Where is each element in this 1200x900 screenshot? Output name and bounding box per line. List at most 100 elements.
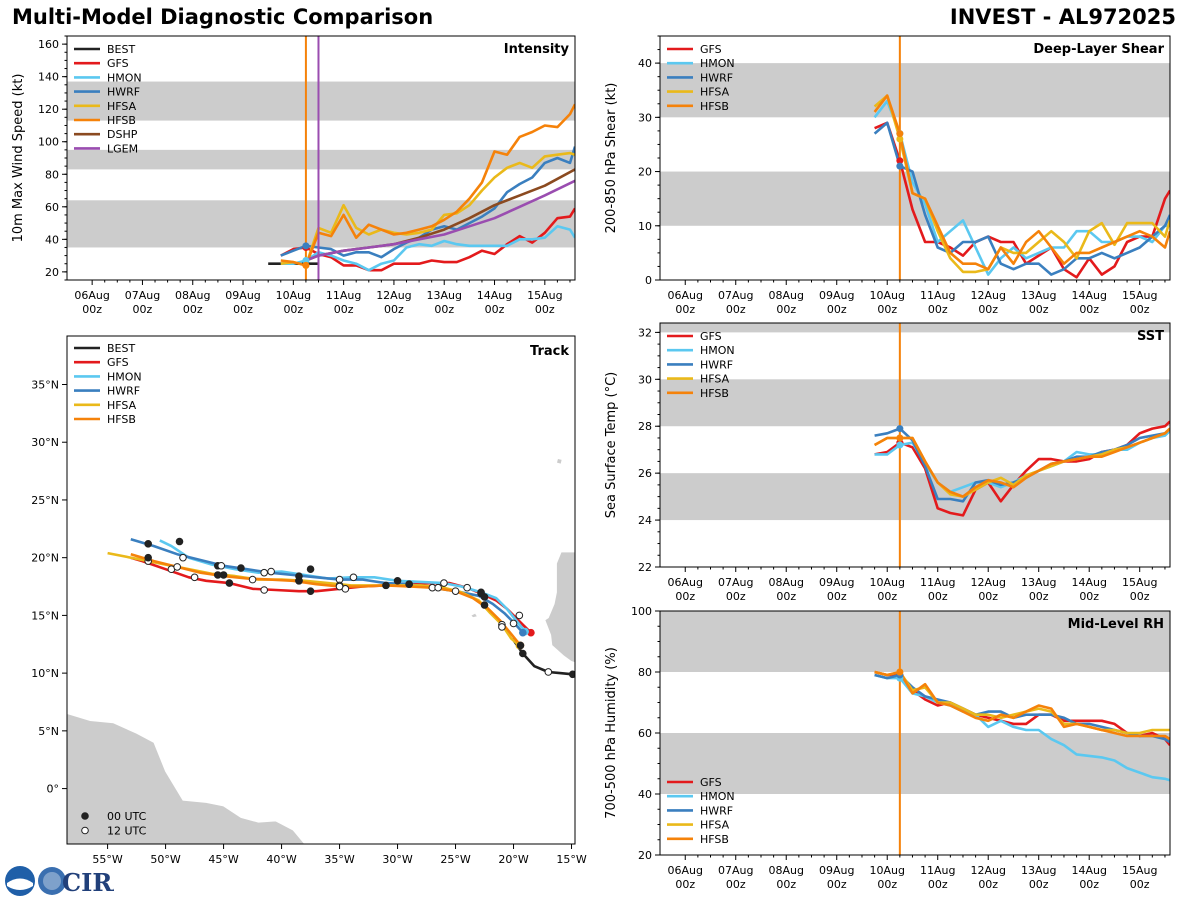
init-marker-hwrf xyxy=(896,425,904,433)
legend-label: HFSB xyxy=(107,114,136,127)
x-tick-label: 07Aug xyxy=(718,864,753,877)
y-tick-label: 30 xyxy=(638,111,652,124)
x-tick-label: 09Aug xyxy=(225,289,260,302)
x-tick-label: 06Aug xyxy=(668,576,703,589)
series-line-hfsb xyxy=(874,670,1170,741)
y-axis-label: Sea Surface Temp (°C) xyxy=(604,372,619,519)
y-tick-label: 140 xyxy=(38,71,59,84)
marker-legend-label: 00 UTC xyxy=(107,810,147,823)
y-tick-label: 10°N xyxy=(31,667,59,680)
marker-12utc xyxy=(335,582,344,591)
x-tick-label: 55°W xyxy=(92,853,122,866)
x-tick-label: 10Aug xyxy=(869,864,904,877)
legend-label: HWRF xyxy=(107,86,140,99)
x-tick-label: 12Aug xyxy=(970,289,1005,302)
y-tick-label: 0° xyxy=(47,783,60,796)
init-marker-hmon xyxy=(302,256,310,264)
legend-label: HMON xyxy=(107,71,142,84)
x-tick-label: 13Aug xyxy=(426,289,461,302)
x-tick-label: 09Aug xyxy=(819,576,854,589)
legend-label: DSHP xyxy=(107,128,138,141)
x-tick-label: 50°W xyxy=(150,853,180,866)
legend-label: HFSA xyxy=(700,819,730,832)
x-tick-label: 07Aug xyxy=(125,289,160,302)
track-start-gfs xyxy=(527,628,535,637)
legend-label: HFSA xyxy=(700,373,730,386)
x-tick-label: 15Aug xyxy=(527,289,562,302)
x-tick-label: 00z xyxy=(1029,590,1049,603)
marker-12utc xyxy=(173,563,181,571)
svg-text:CIRA: CIRA xyxy=(62,868,114,897)
legend-label: HFSB xyxy=(700,100,729,113)
x-tick-label: 00z xyxy=(1130,303,1150,316)
x-tick-label: 00z xyxy=(1079,878,1099,891)
x-tick-label: 10Aug xyxy=(869,289,904,302)
x-tick-label: 40°W xyxy=(266,853,296,866)
y-axis-label: 200-850 hPa Shear (kt) xyxy=(604,83,619,234)
series-group xyxy=(873,94,1170,279)
legend-label: HWRF xyxy=(700,804,733,817)
marker-12utc xyxy=(515,611,524,620)
marker-legend-swatch xyxy=(81,812,89,820)
x-tick-label: 00z xyxy=(928,878,948,891)
x-tick-label: 12Aug xyxy=(376,289,411,302)
storm-id: INVEST - AL972025 xyxy=(949,5,1176,29)
y-tick-label: 100 xyxy=(38,136,59,149)
marker-00utc xyxy=(405,580,413,589)
marker-00utc xyxy=(568,670,575,679)
series-group xyxy=(268,103,575,272)
x-tick-label: 11Aug xyxy=(920,576,955,589)
y-tick-label: 24 xyxy=(638,514,652,527)
series-group xyxy=(874,670,1170,782)
land-canary xyxy=(555,457,563,465)
x-tick-label: 30°W xyxy=(382,853,412,866)
series-group xyxy=(873,420,1170,517)
shaded-band xyxy=(660,379,1170,427)
x-tick-label: 11Aug xyxy=(920,289,955,302)
x-tick-label: 13Aug xyxy=(1021,864,1056,877)
x-tick-label: 00z xyxy=(978,303,998,316)
marker-12utc xyxy=(248,575,257,584)
x-tick-label: 25°W xyxy=(440,853,470,866)
y-tick-label: 40 xyxy=(638,57,652,70)
marker-00utc xyxy=(237,564,245,572)
x-tick-label: 00z xyxy=(183,303,203,316)
x-tick-label: 07Aug xyxy=(718,289,753,302)
x-tick-label: 00z xyxy=(485,303,505,316)
panel-title: Mid-Level RH xyxy=(1068,617,1164,632)
init-marker-hfsb xyxy=(302,261,310,269)
init-marker-hwrf xyxy=(302,242,310,250)
legend-label: HFSB xyxy=(107,413,136,426)
x-tick-label: 20°W xyxy=(498,853,528,866)
x-tick-label: 06Aug xyxy=(668,289,703,302)
legend-label: GFS xyxy=(107,356,129,369)
y-tick-label: 26 xyxy=(638,467,652,480)
y-tick-label: 0 xyxy=(645,274,652,287)
land-africa xyxy=(544,336,575,664)
x-tick-label: 11Aug xyxy=(920,864,955,877)
marker-00utc xyxy=(144,540,152,548)
series-line-hfsb xyxy=(873,427,1170,498)
x-tick-label: 00z xyxy=(978,590,998,603)
legend-label: HWRF xyxy=(107,385,140,398)
marker-00utc xyxy=(519,649,527,658)
marker-00utc xyxy=(480,601,489,609)
shaded-band xyxy=(660,611,1170,672)
legend-label: HMON xyxy=(700,790,735,803)
marker-00utc xyxy=(213,571,222,579)
y-tick-label: 60 xyxy=(638,727,652,740)
x-tick-label: 14Aug xyxy=(1071,289,1106,302)
marker-12utc xyxy=(434,583,442,592)
y-tick-label: 10 xyxy=(638,220,652,233)
x-tick-label: 00z xyxy=(283,303,303,316)
series-line-hwrf xyxy=(873,121,1170,276)
x-tick-label: 00z xyxy=(877,878,897,891)
x-tick-label: 00z xyxy=(535,303,555,316)
marker-legend-label: 12 UTC xyxy=(107,825,147,838)
y-tick-label: 60 xyxy=(45,201,59,214)
panel-sst: 22242628303206Aug00z07Aug00z08Aug00z09Au… xyxy=(604,322,1171,603)
shaded-band xyxy=(660,733,1170,794)
series-line-lgem xyxy=(305,179,575,262)
marker-12utc xyxy=(179,553,187,562)
